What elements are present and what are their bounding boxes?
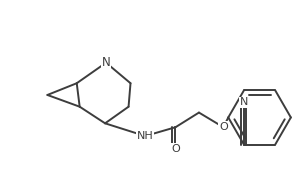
Text: NH: NH xyxy=(137,131,154,141)
Text: N: N xyxy=(102,56,110,69)
Text: O: O xyxy=(171,144,180,154)
Text: N: N xyxy=(240,97,248,107)
Text: O: O xyxy=(219,122,228,132)
